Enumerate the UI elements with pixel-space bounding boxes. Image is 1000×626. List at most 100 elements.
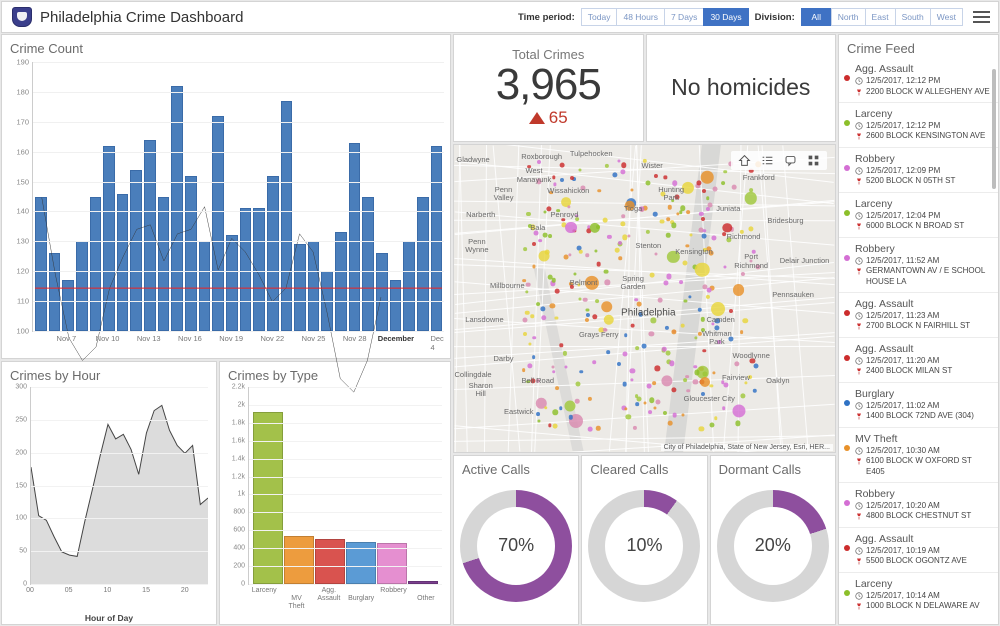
map-incident-dot[interactable] [621, 405, 627, 411]
map-incident-dot[interactable] [624, 406, 628, 411]
map-incident-dot[interactable] [549, 303, 556, 309]
map-incident-dot[interactable] [697, 307, 703, 313]
map-incident-dot[interactable] [731, 404, 746, 418]
time-btn-30-days[interactable]: 30 Days [703, 8, 749, 26]
map-incident-dot[interactable] [543, 210, 547, 214]
map-incident-dot[interactable] [573, 272, 577, 276]
crimes-by-type-bar[interactable] [407, 581, 438, 584]
map-incident-dot[interactable] [648, 409, 652, 414]
map-incident-dot[interactable] [555, 385, 559, 390]
map-incident-dot[interactable] [582, 297, 588, 302]
crime-count-bar[interactable] [185, 175, 197, 331]
map-incident-dot[interactable] [603, 269, 609, 274]
map-incident-dot[interactable] [712, 371, 716, 375]
map-incident-dot[interactable] [729, 227, 734, 232]
crime-count-bar[interactable] [280, 100, 293, 331]
division-button-group[interactable]: All North East South West [800, 8, 963, 26]
map-incident-dot[interactable] [536, 412, 541, 416]
map-incident-dot[interactable] [565, 221, 578, 234]
map-incident-dot[interactable] [564, 365, 568, 369]
map-incident-dot[interactable] [705, 196, 710, 200]
map-incident-dot[interactable] [700, 216, 705, 221]
map-incident-dot[interactable] [664, 325, 669, 330]
crime-count-bar[interactable] [389, 280, 402, 331]
map-incident-dot[interactable] [559, 177, 564, 182]
map-incident-dot[interactable] [612, 172, 618, 178]
crime-count-bar[interactable] [171, 85, 184, 331]
list-icon[interactable] [761, 154, 774, 167]
map-incident-dot[interactable] [635, 346, 640, 351]
map-incident-dot[interactable] [615, 247, 620, 253]
map-incident-dot[interactable] [680, 205, 686, 212]
map-incident-dot[interactable] [604, 328, 608, 332]
map-incident-dot[interactable] [668, 360, 675, 367]
crime-count-bar[interactable] [48, 253, 61, 331]
crime-count-bar[interactable] [362, 196, 375, 331]
crime-count-bar[interactable] [212, 115, 224, 331]
map-incident-dot[interactable] [548, 274, 553, 280]
map-incident-dot[interactable] [574, 399, 580, 404]
map-incident-dot[interactable] [620, 221, 626, 227]
map-incident-dot[interactable] [749, 259, 753, 263]
map-incident-dot[interactable] [556, 208, 560, 213]
map-incident-dot[interactable] [701, 189, 706, 194]
map-incident-dot[interactable] [588, 426, 593, 432]
map-incident-dot[interactable] [739, 329, 744, 334]
map-incident-dot[interactable] [522, 317, 528, 323]
division-btn-south[interactable]: South [894, 8, 930, 26]
map-incident-dot[interactable] [721, 406, 726, 411]
map-incident-dot[interactable] [622, 351, 628, 357]
map-incident-dot[interactable] [589, 222, 601, 234]
map-incident-dot[interactable] [723, 265, 727, 269]
crime-count-bar[interactable] [157, 196, 170, 331]
map-incident-dot[interactable] [728, 161, 734, 167]
map-incident-dot[interactable] [606, 350, 610, 354]
crime-count-bar[interactable] [35, 196, 47, 331]
map-incident-dot[interactable] [682, 260, 688, 266]
crime-count-bar[interactable] [416, 196, 429, 331]
bookmark-icon[interactable] [784, 154, 797, 167]
crime-count-bar[interactable] [116, 193, 129, 331]
map-incident-dot[interactable] [701, 391, 706, 396]
map-incident-dot[interactable] [531, 242, 536, 247]
map-incident-dot[interactable] [585, 253, 589, 257]
map-incident-dot[interactable] [665, 233, 671, 238]
map-incident-dot[interactable] [701, 170, 714, 184]
map-incident-dot[interactable] [741, 272, 746, 277]
map-incident-dot[interactable] [729, 308, 734, 313]
map-incident-dot[interactable] [686, 388, 691, 393]
map-incident-dot[interactable] [604, 279, 611, 285]
map-incident-dot[interactable] [709, 285, 715, 291]
map-incident-dot[interactable] [645, 180, 651, 186]
map-incident-dot[interactable] [661, 347, 667, 352]
map-incident-dot[interactable] [748, 226, 754, 232]
map-incident-dot[interactable] [665, 350, 671, 356]
crime-count-bar[interactable] [225, 235, 238, 331]
time-btn-today[interactable]: Today [580, 8, 617, 26]
map-incident-dot[interactable] [522, 332, 527, 337]
map-incident-dot[interactable] [603, 314, 614, 326]
division-btn-north[interactable]: North [830, 8, 865, 26]
map-incident-dot[interactable] [706, 246, 712, 252]
map-incident-dot[interactable] [552, 175, 556, 180]
map-incident-dot[interactable] [671, 180, 678, 186]
map-incident-dot[interactable] [540, 315, 547, 321]
map-incident-dot[interactable] [578, 297, 582, 301]
crime-count-bar[interactable] [144, 139, 156, 331]
map-incident-dot[interactable] [679, 210, 683, 214]
map-incident-dot[interactable] [671, 329, 677, 335]
map-incident-dot[interactable] [654, 365, 661, 371]
map-incident-dot[interactable] [630, 323, 635, 329]
map-canvas[interactable]: Gladwyne Roxborough Tulpehocken Wister Frank… [454, 144, 835, 452]
map-incident-dot[interactable] [551, 365, 555, 369]
crime-count-bar[interactable] [376, 253, 388, 331]
crime-count-bar[interactable] [130, 169, 143, 331]
map-incident-dot[interactable] [639, 207, 644, 212]
map-incident-dot[interactable] [740, 393, 746, 399]
map-incident-dot[interactable] [662, 410, 667, 415]
map-incident-dot[interactable] [653, 406, 657, 410]
map-incident-dot[interactable] [591, 314, 598, 320]
map-incident-dot[interactable] [559, 343, 563, 348]
hamburger-menu-icon[interactable] [973, 11, 990, 23]
map-incident-dot[interactable] [625, 414, 632, 420]
